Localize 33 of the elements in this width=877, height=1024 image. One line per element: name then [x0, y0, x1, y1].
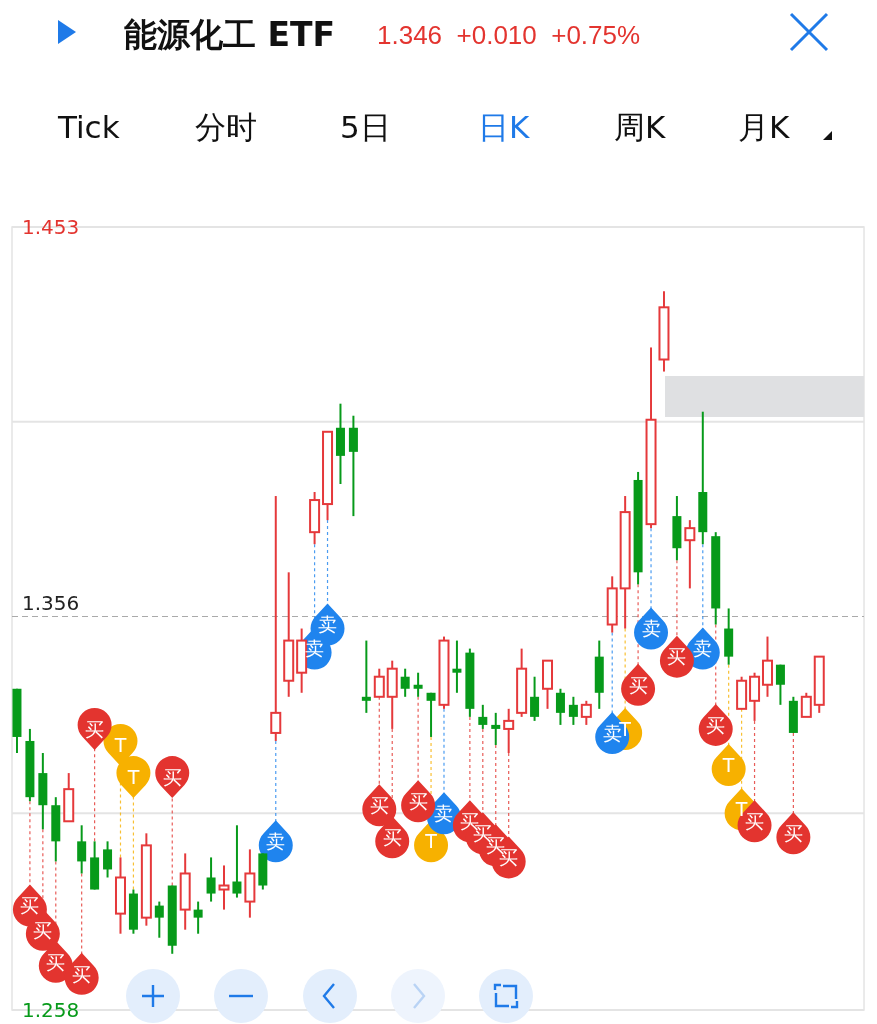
- data-label: 卖: [266, 830, 286, 853]
- data-label: 买: [706, 713, 726, 736]
- data-label: 卖: [641, 617, 661, 640]
- text: 5日: [340, 109, 391, 145]
- data-label: T: [113, 733, 127, 756]
- data-label: 买: [85, 717, 105, 740]
- data-label: T: [721, 753, 735, 776]
- text: 日K: [478, 109, 530, 145]
- chart-title: 能源化工 ETF: [124, 15, 336, 54]
- data-label: 买: [33, 918, 53, 941]
- text: 分时: [195, 109, 257, 145]
- text: 周K: [614, 109, 666, 145]
- data-label: 卖: [318, 613, 338, 636]
- ref-line-label: 1.356: [22, 591, 80, 616]
- data-label: 买: [628, 673, 648, 696]
- data-label: 卖: [434, 802, 454, 825]
- data-label: 买: [783, 822, 803, 845]
- data-label: T: [126, 765, 140, 788]
- data-label: 买: [369, 794, 389, 817]
- text: Tick: [57, 109, 120, 145]
- y-tick-label: 1.258: [22, 997, 80, 1022]
- data-label: 买: [382, 826, 402, 849]
- chart-subtitle: 1.346 +0.010 +0.75%: [377, 20, 641, 50]
- y-tick-label: 1.453: [22, 214, 80, 239]
- data-label: 买: [20, 894, 40, 917]
- text: 月K: [738, 109, 790, 145]
- data-label: 买: [162, 765, 182, 788]
- data-label: 买: [408, 790, 428, 813]
- data-label: 买: [72, 962, 92, 985]
- data-label: 买: [667, 645, 687, 668]
- data-label: 卖: [693, 637, 713, 660]
- data-label: 买: [46, 950, 66, 973]
- data-label: T: [424, 830, 438, 853]
